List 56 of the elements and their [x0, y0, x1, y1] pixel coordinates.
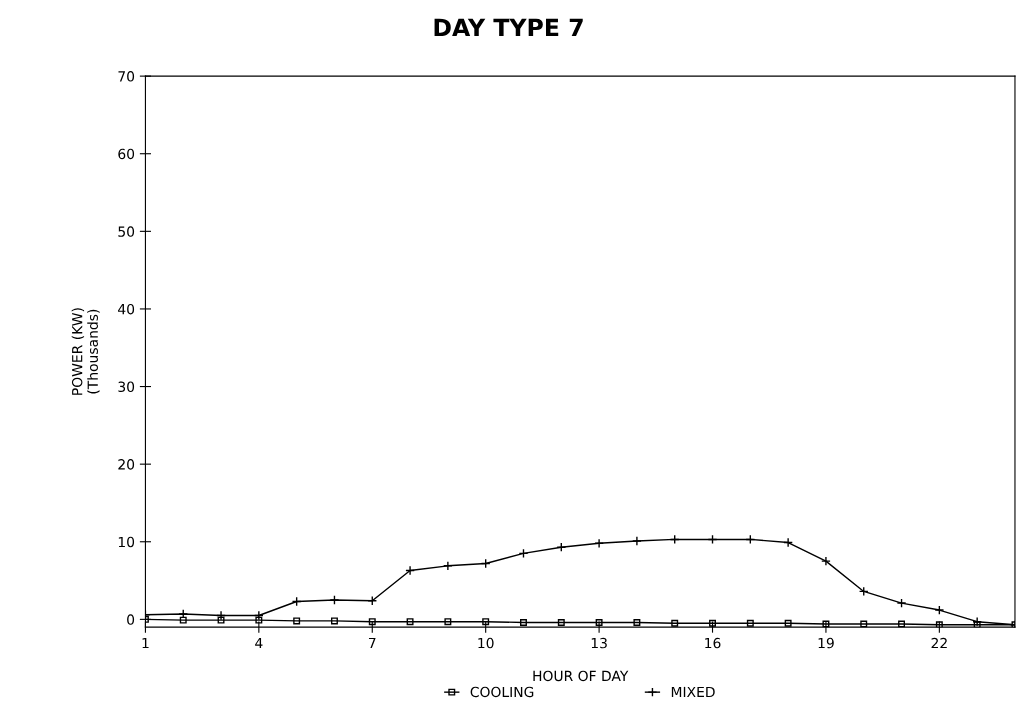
point: [896, 598, 907, 608]
x-tick-label: 22: [931, 637, 947, 649]
y-tick-label: 30: [118, 381, 135, 393]
point: [822, 620, 830, 628]
x-tick-label: 7: [368, 637, 376, 649]
x-axis-title: HOUR OF DAY: [533, 670, 629, 682]
point: [406, 618, 414, 626]
point: [746, 619, 754, 627]
x-tick-label: 13: [591, 637, 607, 649]
point: [973, 621, 981, 628]
point: [556, 542, 567, 553]
point: [594, 538, 604, 549]
x-tick-label: 10: [478, 637, 494, 649]
y-tick-label: 0: [127, 614, 135, 625]
point: [898, 620, 906, 628]
point: [557, 618, 565, 626]
point: [293, 617, 301, 625]
point: [860, 620, 868, 628]
point: [444, 618, 452, 626]
legend-label: MIXED: [671, 686, 715, 698]
point: [217, 616, 225, 624]
point: [330, 617, 338, 625]
point: [935, 621, 943, 628]
x-tick-label: 1: [142, 637, 149, 649]
point: [255, 616, 263, 624]
point: [784, 619, 792, 627]
point: [482, 618, 490, 626]
x-tick-label: 16: [705, 637, 721, 649]
y-tick-label: 50: [118, 226, 135, 237]
point: [632, 536, 642, 546]
x-tick-label: 19: [818, 637, 834, 649]
y-tick-label: 70: [118, 71, 135, 82]
point: [783, 537, 793, 548]
point: [709, 619, 716, 627]
point: [633, 618, 641, 626]
y-tick-label: 40: [118, 303, 135, 315]
point: [821, 556, 831, 567]
x-tick-label: 4: [255, 637, 263, 649]
point: [595, 618, 603, 626]
point: [405, 565, 415, 576]
point: [216, 610, 226, 621]
point: [329, 595, 340, 605]
point: [179, 616, 187, 624]
y-tick-label: 60: [118, 148, 135, 160]
point: [520, 618, 527, 626]
point: [368, 618, 376, 626]
point: [671, 619, 679, 627]
y-tick-label: 10: [118, 536, 135, 548]
point: [443, 560, 453, 571]
point: [972, 616, 983, 627]
point: [934, 605, 945, 615]
chart-title: DAY TYPE 7: [434, 18, 583, 37]
legend-label: COOLING: [470, 686, 534, 698]
y-axis-title: POWER (KW) (Thousands): [71, 308, 100, 395]
point: [253, 610, 264, 621]
y-tick-label: 20: [118, 459, 135, 470]
